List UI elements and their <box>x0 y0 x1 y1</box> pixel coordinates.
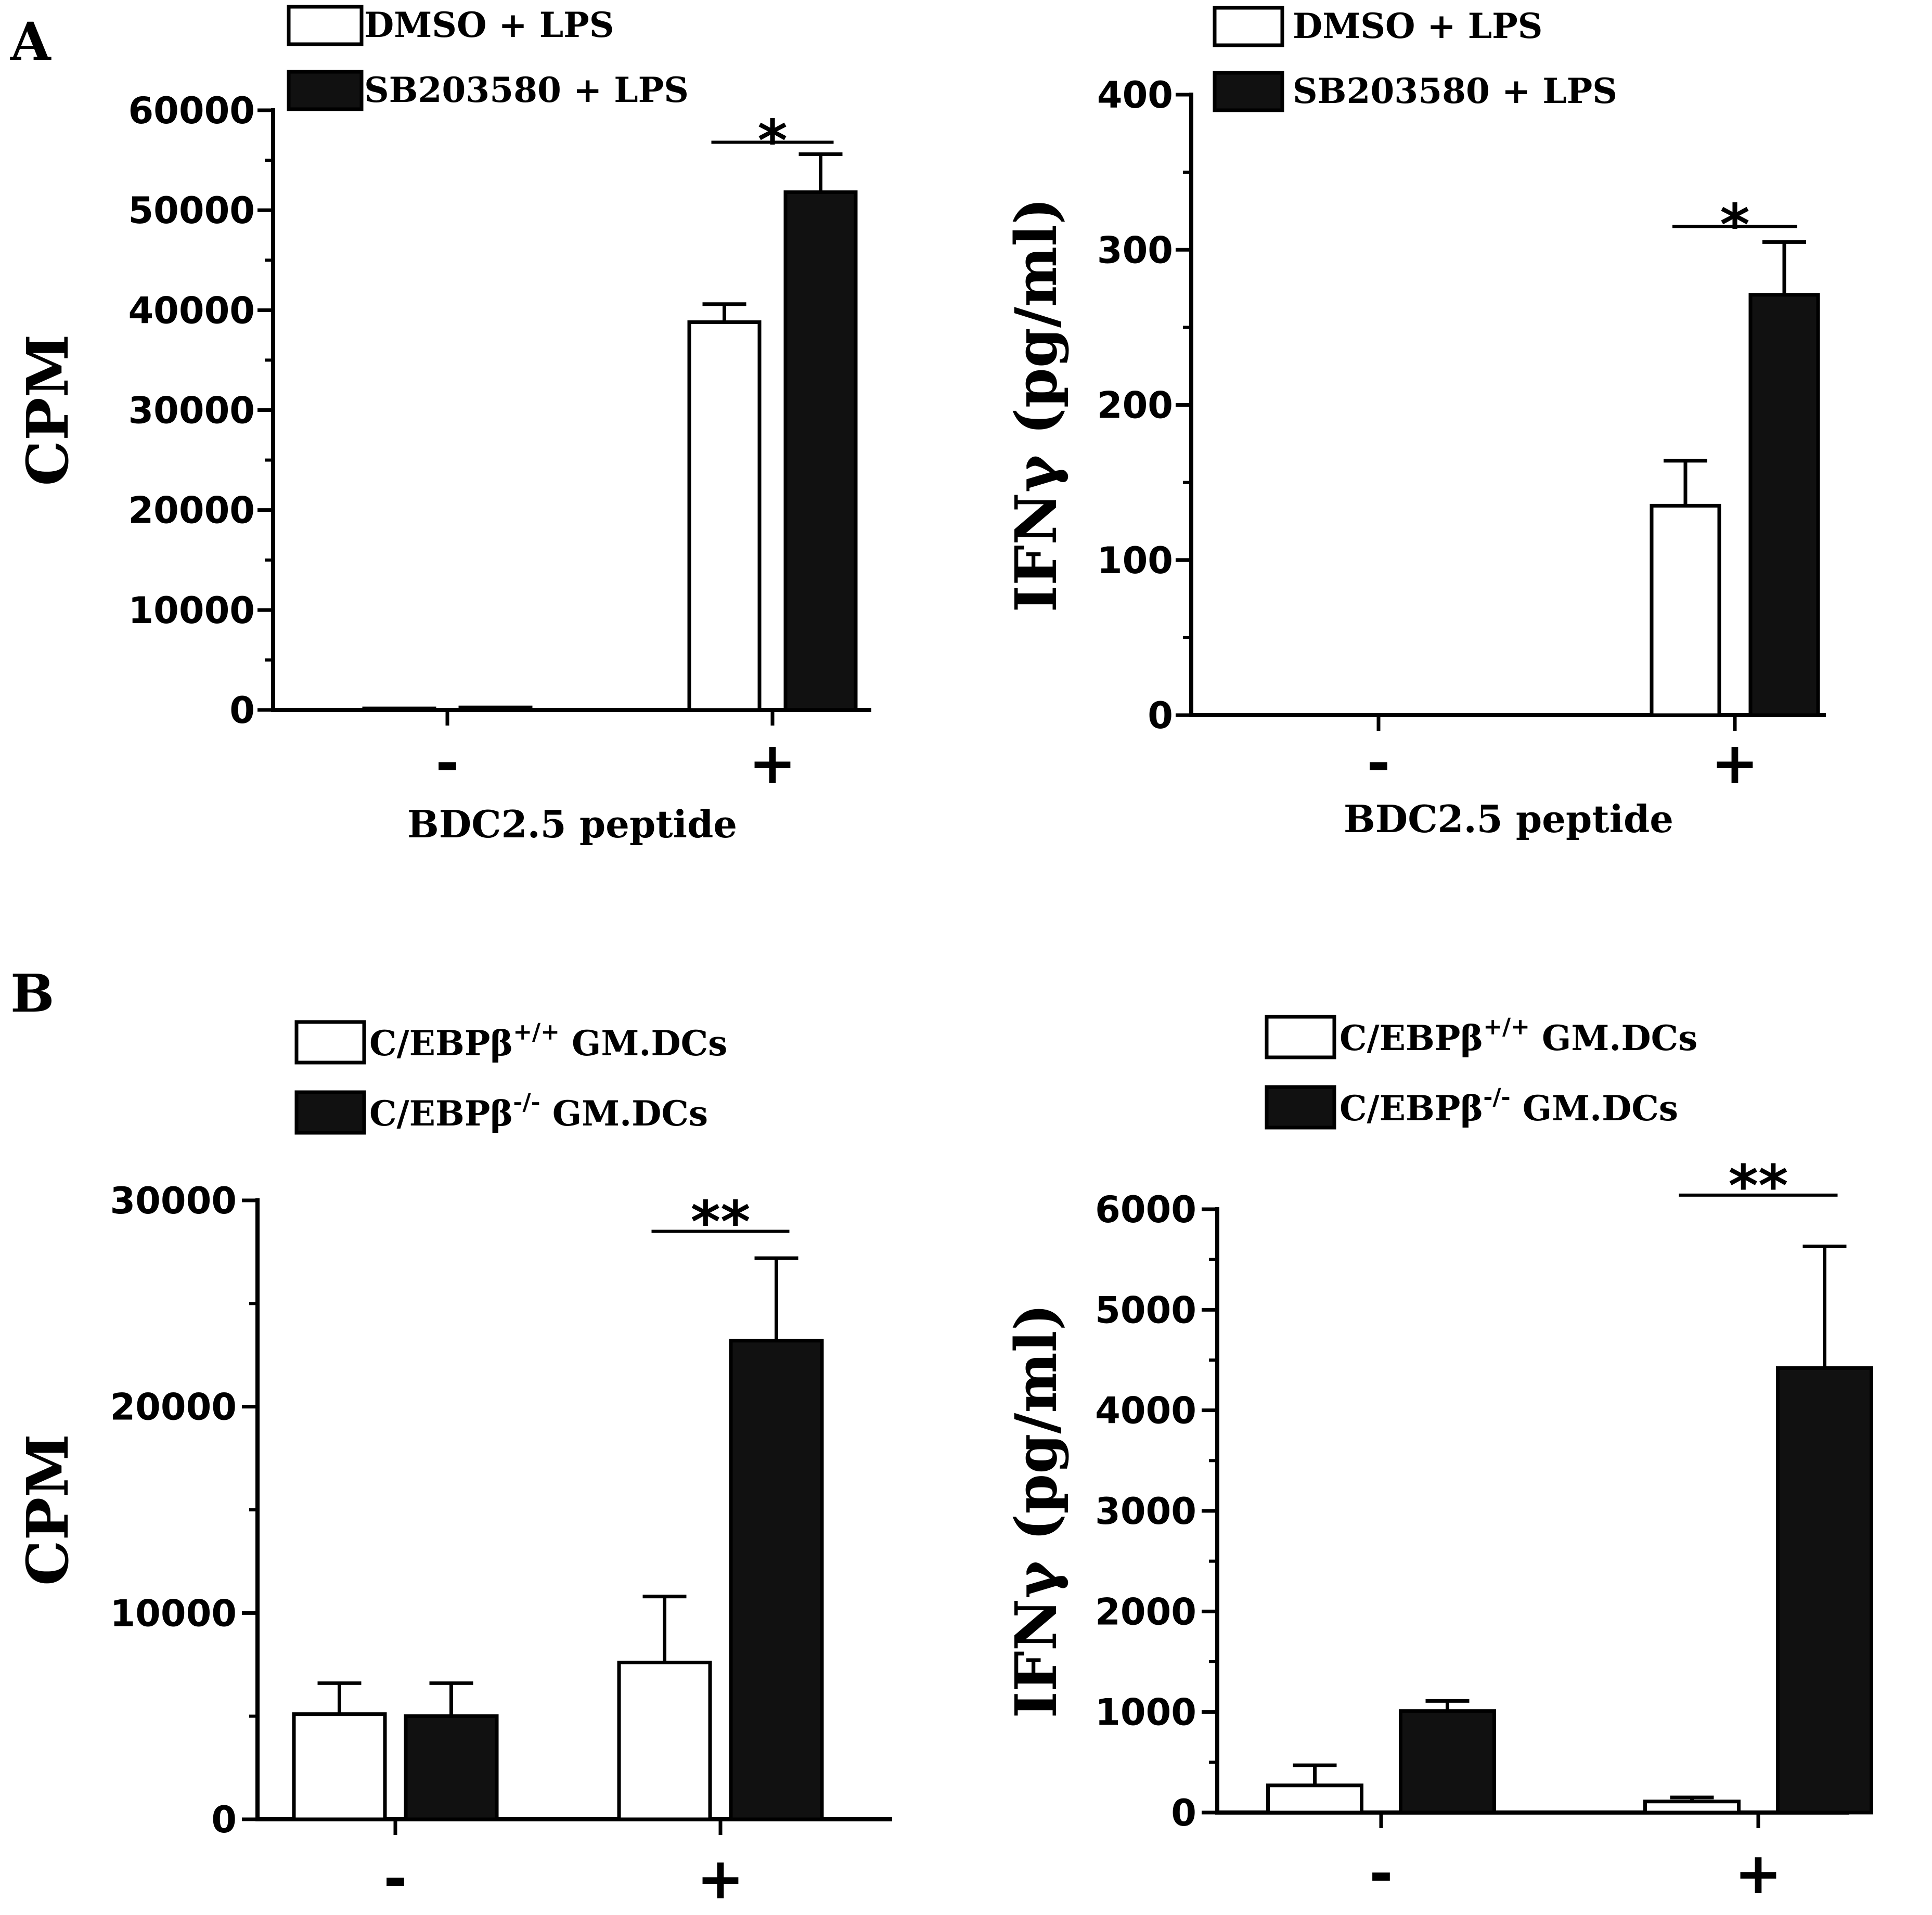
bar-open-plus <box>1650 503 1721 717</box>
legend-label: DMSO + LPS <box>364 5 614 45</box>
bar-open-minus <box>1266 1783 1363 1815</box>
chart-a-ifng: 0 100 200 300 400 - + * IFNγ (pg/ml) BDC2.5 pepti… <box>1002 6 1826 841</box>
category-label: - <box>435 730 459 796</box>
y-tick-label: 100 <box>1097 539 1173 582</box>
significance-marker: * <box>1720 192 1750 258</box>
y-tick-label: 400 <box>1097 74 1173 117</box>
legend-label: SB203580 + LPS <box>364 70 689 110</box>
legend-label: DMSO + LPS <box>1293 6 1542 46</box>
legend-label: SB203580 + LPS <box>1293 71 1617 111</box>
y-axis-label: CPM <box>14 334 81 486</box>
category-label: + <box>1711 730 1759 796</box>
y-tick-label: 10000 <box>128 589 255 632</box>
legend-swatch <box>1265 1015 1336 1059</box>
bar-filled-plus <box>729 1339 824 1821</box>
y-tick-label: 20000 <box>110 1386 237 1429</box>
y-tick-label: 1000 <box>1095 1691 1196 1734</box>
legend-label: C/EBPβ-/- GM.DCs <box>369 1089 708 1134</box>
bar-open-plus <box>617 1661 712 1821</box>
panel-letter-a: A <box>10 11 51 72</box>
y-tick-label: 20000 <box>128 489 255 532</box>
legend-swatch <box>1213 71 1284 112</box>
legend-swatch <box>287 70 364 111</box>
legend-swatch <box>294 1090 366 1135</box>
y-tick-label: 300 <box>1097 229 1173 271</box>
category-label: - <box>1367 730 1390 796</box>
y-tick-label: 60000 <box>128 89 255 132</box>
legend-label: C/EBPβ+/+ GM.DCs <box>369 1019 727 1064</box>
legend-swatch <box>1213 6 1284 47</box>
bar-filled-plus <box>783 190 858 712</box>
category-label: - <box>383 1845 407 1912</box>
significance-marker: ** <box>1728 1153 1788 1219</box>
y-tick-label: 0 <box>229 689 255 732</box>
panel-letter-b: B <box>10 963 55 1024</box>
bar-open-minus <box>292 1712 387 1821</box>
y-axis-label: IFNγ (pg/ml) <box>1002 1303 1070 1718</box>
category-label: + <box>749 730 796 796</box>
y-tick-label: 0 <box>1148 694 1173 737</box>
legend-label: C/EBPβ-/- GM.DCs <box>1339 1084 1678 1129</box>
bar-filled-minus <box>458 705 533 712</box>
x-axis-label: BDC2.5 peptide <box>1344 797 1673 841</box>
y-tick-label: 50000 <box>128 189 255 232</box>
y-tick-label: 6000 <box>1095 1188 1196 1231</box>
y-tick-label: 4000 <box>1095 1390 1196 1432</box>
category-label: + <box>697 1845 744 1912</box>
bar-filled-minus <box>1399 1709 1496 1815</box>
y-tick-label: 30000 <box>128 390 255 432</box>
bar-filled-plus <box>1776 1366 1873 1815</box>
y-tick-label: 0 <box>211 1798 237 1841</box>
significance-marker: * <box>757 107 788 174</box>
y-tick-label: 40000 <box>128 289 255 332</box>
significance-marker: ** <box>690 1189 750 1256</box>
y-tick-label: 30000 <box>110 1180 237 1222</box>
legend-swatch <box>1265 1085 1336 1130</box>
legend-swatch <box>294 1020 366 1065</box>
bar-filled-plus <box>1748 293 1820 717</box>
chart-b-ifng: 0 1000 2000 3000 4000 5000 6000 - + ** IFNγ (pg/ml… <box>1002 1014 1873 1907</box>
legend-swatch <box>287 5 364 46</box>
y-axis-label: CPM <box>14 1434 81 1586</box>
bar-open-plus <box>687 320 762 712</box>
y-tick-label: 0 <box>1171 1792 1196 1834</box>
bar-filled-minus <box>404 1714 499 1821</box>
legend-label: C/EBPβ+/+ GM.DCs <box>1339 1014 1697 1058</box>
category-label: + <box>1734 1840 1782 1907</box>
bar-open-minus <box>362 706 436 712</box>
y-tick-label: 2000 <box>1095 1590 1196 1633</box>
y-tick-label: 5000 <box>1095 1289 1196 1331</box>
y-tick-label: 10000 <box>110 1592 237 1635</box>
chart-a-cpm: 0 10000 20000 30000 40000 50000 60000 - + * CPM BDC… <box>14 5 871 846</box>
y-tick-label: 200 <box>1097 384 1173 427</box>
x-axis-label: BDC2.5 peptide <box>407 802 737 846</box>
category-label: - <box>1369 1840 1393 1907</box>
y-axis-label: IFNγ (pg/ml) <box>1002 198 1070 612</box>
y-tick-label: 3000 <box>1095 1490 1196 1533</box>
bar-open-plus <box>1643 1800 1741 1815</box>
chart-b-cpm: 0 10000 20000 30000 - + ** CPM C/EBPβ+/+ GM.DCs C… <box>14 1019 892 1912</box>
